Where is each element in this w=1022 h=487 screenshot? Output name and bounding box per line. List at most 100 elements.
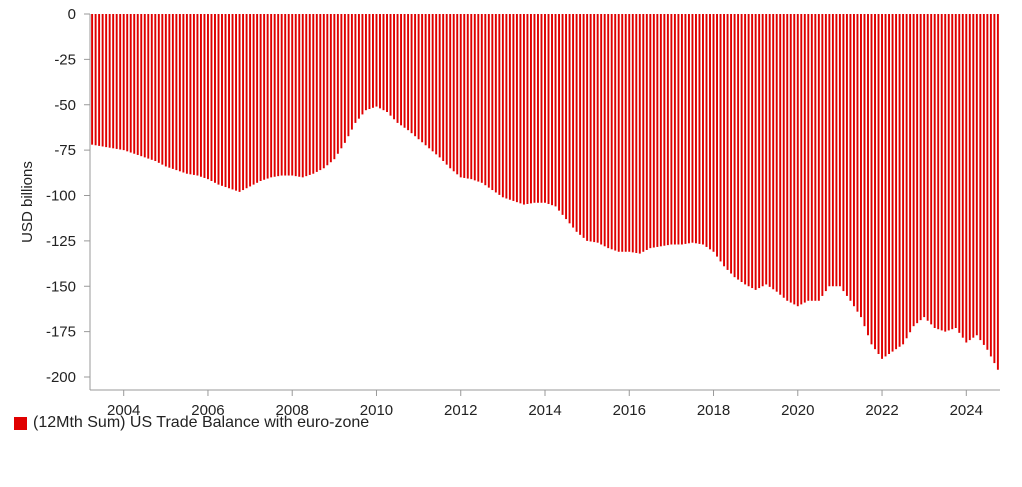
x-tick-label: 2010: [360, 402, 393, 419]
bar: [364, 14, 367, 111]
bar: [758, 14, 761, 289]
bar: [593, 14, 596, 243]
y-axis-title: USD billions: [19, 161, 36, 243]
bar: [989, 14, 992, 357]
bar: [610, 14, 613, 250]
bar: [494, 14, 497, 193]
bar: [705, 14, 708, 247]
bar: [687, 14, 690, 244]
bar: [305, 14, 308, 177]
bar: [417, 14, 420, 140]
bar: [919, 14, 922, 321]
bar: [403, 14, 406, 128]
bar: [287, 14, 290, 176]
bar: [445, 14, 448, 165]
bar: [389, 14, 392, 116]
bar: [238, 14, 241, 192]
bar: [308, 14, 311, 175]
bar: [709, 14, 711, 250]
bar: [484, 14, 487, 186]
bar: [189, 14, 192, 175]
y-tick-label: -175: [46, 324, 76, 341]
bar: [684, 14, 687, 244]
bar: [972, 14, 975, 338]
bar: [551, 14, 553, 206]
bar: [277, 14, 280, 177]
x-tick-label: 2024: [950, 402, 983, 419]
bar: [796, 14, 799, 307]
bar: [881, 14, 883, 359]
bar: [480, 14, 483, 183]
y-axis: 0 -25 -50 -75 -100 -125 -150 -175 -200: [46, 6, 91, 390]
bar: [579, 14, 582, 235]
bar: [670, 14, 673, 245]
bar: [396, 14, 399, 123]
bar: [477, 14, 480, 182]
bar: [877, 14, 880, 355]
bar: [607, 14, 610, 249]
bar: [168, 14, 171, 168]
bar: [940, 14, 943, 331]
bar: [874, 14, 876, 350]
x-axis: 2004 2006 2008 2010 2012 2014 2016 2018 2020 2022…: [90, 389, 1000, 419]
bar: [603, 14, 606, 247]
bar: [217, 14, 220, 185]
bar: [958, 14, 961, 333]
bar: [782, 14, 785, 298]
bar: [772, 14, 775, 290]
bar: [196, 14, 199, 176]
x-tick-label: 2014: [528, 402, 561, 419]
bar: [902, 14, 905, 345]
bar: [954, 14, 957, 328]
bar: [487, 14, 490, 188]
bar: [115, 14, 118, 149]
bar: [375, 14, 378, 107]
x-tick-label: 2018: [697, 402, 730, 419]
bar: [979, 14, 982, 341]
y-tick-label: -50: [54, 97, 76, 114]
bar: [379, 14, 381, 109]
bar: [975, 14, 978, 336]
bar: [400, 14, 403, 126]
bar: [712, 14, 715, 252]
bar: [263, 14, 266, 180]
bar: [175, 14, 178, 171]
bar: [505, 14, 508, 199]
bar: [754, 14, 757, 290]
bar: [852, 14, 855, 307]
bar: [178, 14, 181, 172]
bar: [350, 14, 353, 130]
bar: [203, 14, 206, 178]
bar: [372, 14, 374, 108]
bar: [856, 14, 859, 312]
bar: [814, 14, 817, 301]
bar: [329, 14, 332, 163]
bar: [891, 14, 894, 352]
bar: [624, 14, 627, 252]
bar: [438, 14, 441, 158]
bar: [867, 14, 869, 336]
bar: [779, 14, 782, 295]
bar: [716, 14, 718, 257]
bar: [645, 14, 648, 250]
bar: [108, 14, 111, 148]
bar: [726, 14, 729, 270]
y-tick-label: 0: [68, 6, 76, 23]
bar: [522, 14, 525, 205]
bar: [343, 14, 346, 143]
bar: [259, 14, 262, 181]
y-tick-label: -125: [46, 233, 76, 250]
bar: [340, 14, 343, 149]
bar: [663, 14, 666, 246]
bar: [386, 14, 388, 113]
bar: [249, 14, 252, 187]
x-tick-label: 2020: [781, 402, 814, 419]
bar: [747, 14, 750, 287]
bar: [554, 14, 557, 207]
bar: [519, 14, 522, 204]
bar: [986, 14, 989, 350]
bar: [470, 14, 473, 180]
bar: [905, 14, 908, 339]
bar: [561, 14, 564, 215]
